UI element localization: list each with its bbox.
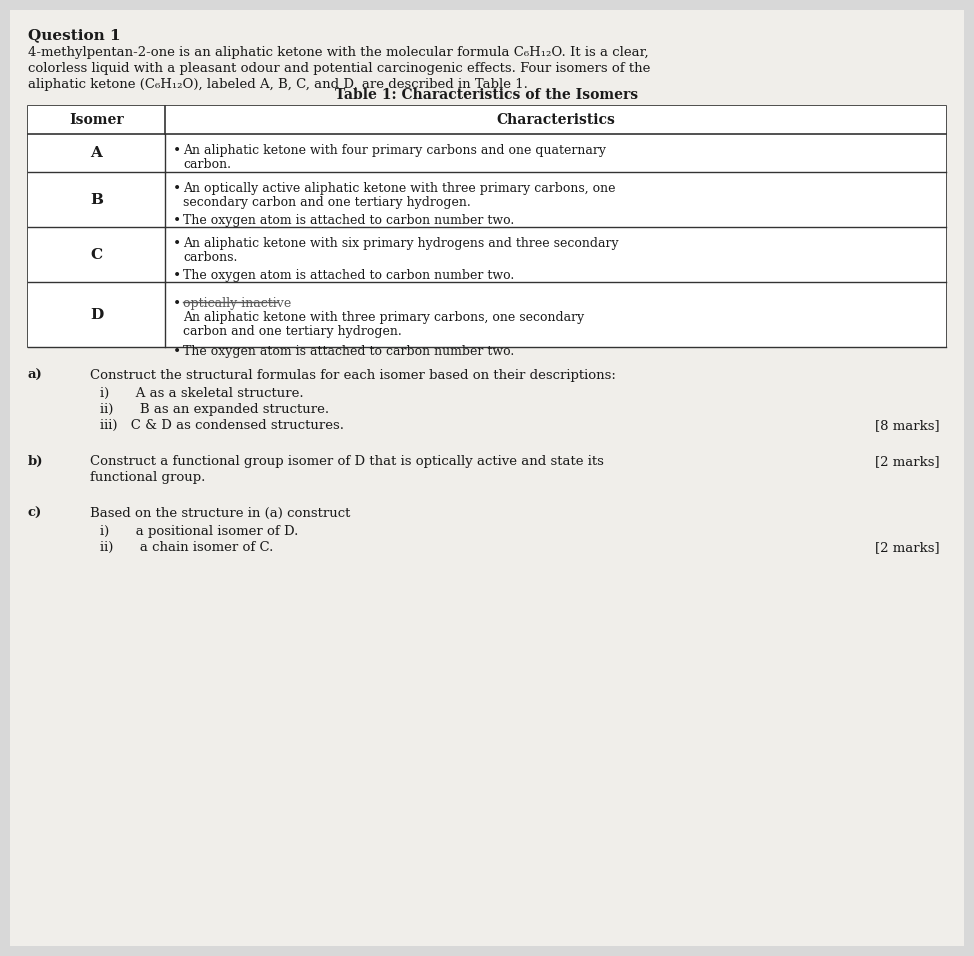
Text: B: B — [90, 192, 103, 206]
Text: [2 marks]: [2 marks] — [876, 541, 940, 554]
Text: Based on the structure in (a) construct: Based on the structure in (a) construct — [90, 507, 351, 520]
Bar — [28, 106, 946, 134]
Text: c): c) — [28, 507, 42, 520]
Text: Question 1: Question 1 — [28, 28, 121, 42]
Text: carbon and one tertiary hydrogen.: carbon and one tertiary hydrogen. — [183, 324, 401, 337]
Text: [8 marks]: [8 marks] — [876, 419, 940, 432]
Bar — [28, 134, 946, 172]
Text: •: • — [173, 344, 181, 358]
Text: A: A — [91, 146, 102, 160]
Text: carbons.: carbons. — [183, 250, 238, 264]
Text: carbon.: carbon. — [183, 158, 231, 171]
Text: i)  a positional isomer of D.: i) a positional isomer of D. — [100, 525, 298, 538]
Text: D: D — [90, 308, 103, 321]
Text: colorless liquid with a pleasant odour and potential carcinogenic effects. Four : colorless liquid with a pleasant odour a… — [28, 62, 651, 75]
Text: The oxygen atom is attached to carbon number two.: The oxygen atom is attached to carbon nu… — [183, 344, 514, 358]
Text: i)  A as a skeletal structure.: i) A as a skeletal structure. — [100, 387, 304, 400]
Text: An aliphatic ketone with four primary carbons and one quaternary: An aliphatic ketone with four primary ca… — [183, 144, 606, 157]
Text: Construct a functional group isomer of D that is optically active and state its: Construct a functional group isomer of D… — [90, 455, 604, 468]
Bar — [28, 282, 946, 347]
Text: a): a) — [28, 369, 43, 382]
Text: 4-methylpentan-2-one is an aliphatic ketone with the molecular formula C₆H₁₂O. I: 4-methylpentan-2-one is an aliphatic ket… — [28, 46, 649, 59]
Text: An optically active aliphatic ketone with three primary carbons, one: An optically active aliphatic ketone wit… — [183, 182, 616, 194]
Text: Construct the structural formulas for each isomer based on their descriptions:: Construct the structural formulas for ea… — [90, 369, 616, 382]
Text: C: C — [91, 248, 102, 262]
Text: optically inactive: optically inactive — [183, 296, 291, 310]
Text: •: • — [173, 269, 181, 283]
Text: •: • — [173, 144, 181, 158]
Text: Isomer: Isomer — [69, 113, 124, 127]
Text: •: • — [173, 213, 181, 228]
Bar — [28, 227, 946, 282]
Text: An aliphatic ketone with six primary hydrogens and three secondary: An aliphatic ketone with six primary hyd… — [183, 236, 618, 250]
Text: [2 marks]: [2 marks] — [876, 455, 940, 468]
Text: b): b) — [28, 455, 44, 468]
Text: iii) C & D as condensed structures.: iii) C & D as condensed structures. — [100, 419, 344, 432]
Text: •: • — [173, 182, 181, 195]
Text: secondary carbon and one tertiary hydrogen.: secondary carbon and one tertiary hydrog… — [183, 195, 470, 208]
Text: ii)  a chain isomer of C.: ii) a chain isomer of C. — [100, 541, 274, 554]
Text: An aliphatic ketone with three primary carbons, one secondary: An aliphatic ketone with three primary c… — [183, 311, 584, 323]
FancyBboxPatch shape — [10, 10, 964, 946]
Bar — [28, 172, 946, 227]
Bar — [28, 106, 946, 347]
Text: Characteristics: Characteristics — [496, 113, 615, 127]
Text: •: • — [173, 236, 181, 250]
Text: functional group.: functional group. — [90, 471, 206, 484]
Text: The oxygen atom is attached to carbon number two.: The oxygen atom is attached to carbon nu… — [183, 269, 514, 281]
Text: The oxygen atom is attached to carbon number two.: The oxygen atom is attached to carbon nu… — [183, 213, 514, 227]
Text: aliphatic ketone (C₆H₁₂O), labeled ​A, B, C, and D, are described in Table 1.: aliphatic ketone (C₆H₁₂O), labeled ​A, B… — [28, 78, 528, 91]
Text: ii)  B as an expanded structure.: ii) B as an expanded structure. — [100, 403, 329, 416]
Text: •: • — [173, 296, 181, 311]
Text: Table 1: Characteristics of the Isomers: Table 1: Characteristics of the Isomers — [335, 88, 639, 102]
